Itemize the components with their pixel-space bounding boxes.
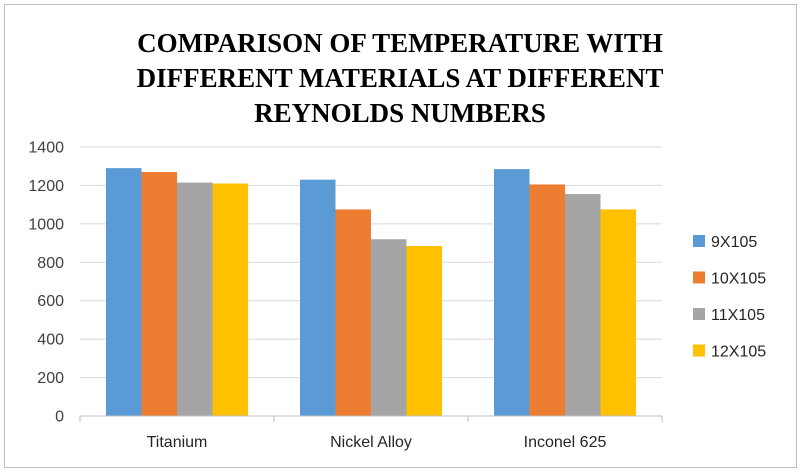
legend-label: 11X105 bbox=[711, 307, 765, 324]
legend-swatch bbox=[693, 235, 705, 247]
bar bbox=[212, 183, 248, 416]
bar bbox=[529, 184, 565, 416]
legend-swatch bbox=[693, 308, 705, 320]
bar bbox=[371, 239, 407, 416]
y-tick-label: 200 bbox=[37, 370, 64, 387]
x-category-label: Titanium bbox=[147, 434, 208, 451]
bar bbox=[300, 179, 336, 416]
legend-swatch bbox=[693, 271, 705, 284]
bar bbox=[177, 182, 213, 416]
y-tick-label: 800 bbox=[37, 255, 64, 272]
bar bbox=[335, 209, 371, 416]
y-tick-label: 400 bbox=[37, 332, 64, 349]
y-tick-label: 1400 bbox=[28, 140, 64, 157]
bars bbox=[106, 168, 636, 416]
bar bbox=[406, 245, 442, 416]
x-category-label: Nickel Alloy bbox=[330, 434, 412, 451]
bar bbox=[141, 171, 177, 416]
chart-title: COMPARISON OF TEMPERATURE WITH DIFFERENT… bbox=[136, 28, 664, 128]
legend-swatch bbox=[693, 344, 705, 357]
bar bbox=[106, 168, 142, 416]
legend-label: 9X105 bbox=[711, 234, 757, 251]
bar bbox=[600, 209, 636, 416]
y-tick-label: 1000 bbox=[28, 216, 64, 233]
bar bbox=[565, 194, 601, 416]
legend-label: 10X105 bbox=[711, 271, 766, 288]
legend-label: 12X105 bbox=[711, 344, 766, 361]
y-tick-label: 0 bbox=[55, 409, 64, 426]
axes: 0 200 400 600 800 1000 1200 1400 Titanium Nickel … bbox=[28, 140, 663, 451]
x-category-label: Inconel 625 bbox=[524, 434, 607, 451]
legend: 9X105 10X105 11X105 12X105 bbox=[693, 234, 766, 361]
y-tick-label: 600 bbox=[37, 293, 64, 310]
bar bbox=[494, 169, 530, 416]
y-tick-label: 1200 bbox=[28, 178, 64, 195]
